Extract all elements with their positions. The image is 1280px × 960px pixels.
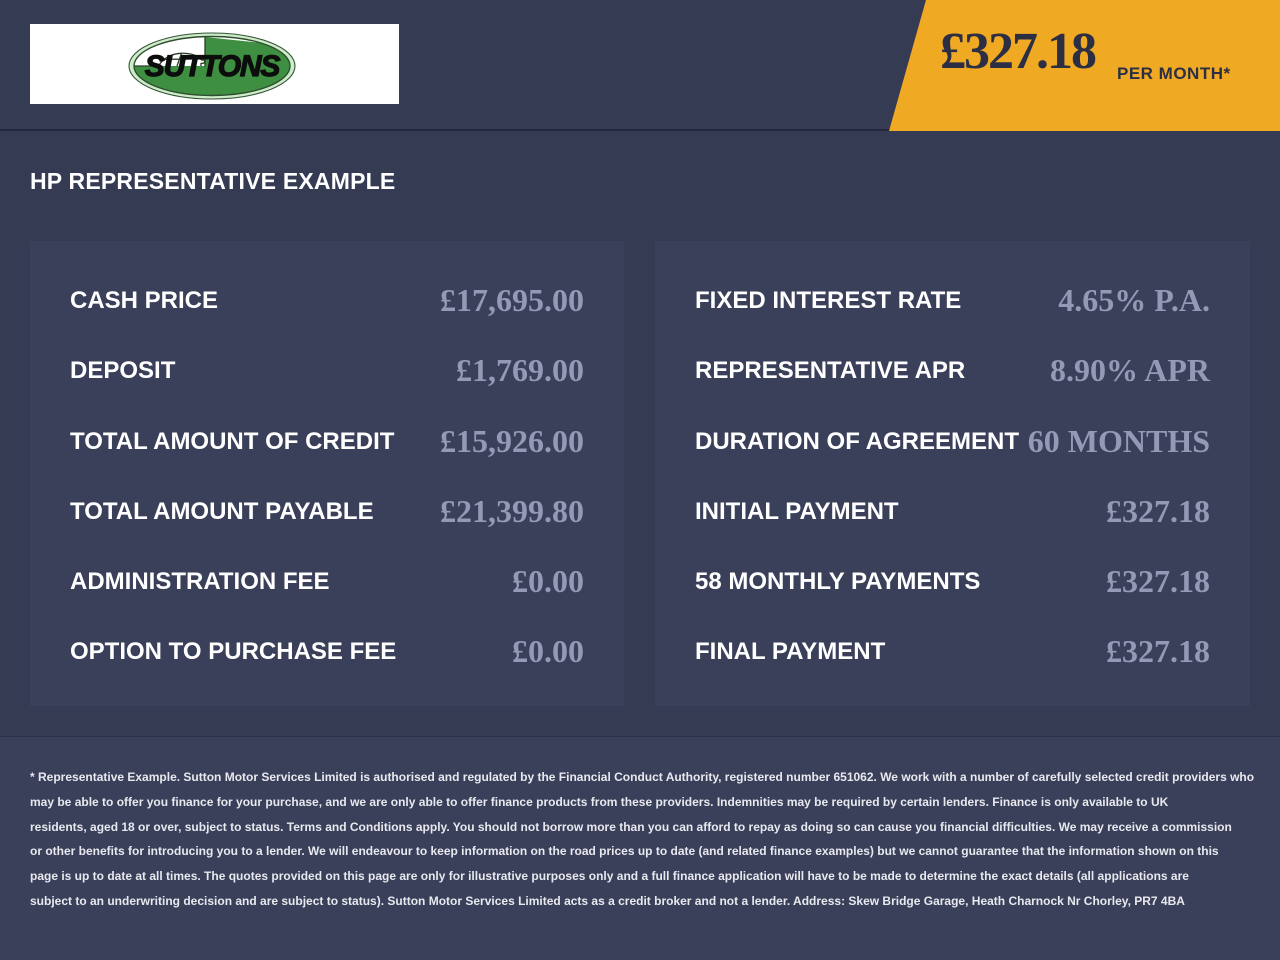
svg-text:SUTTONS: SUTTONS <box>144 50 280 83</box>
